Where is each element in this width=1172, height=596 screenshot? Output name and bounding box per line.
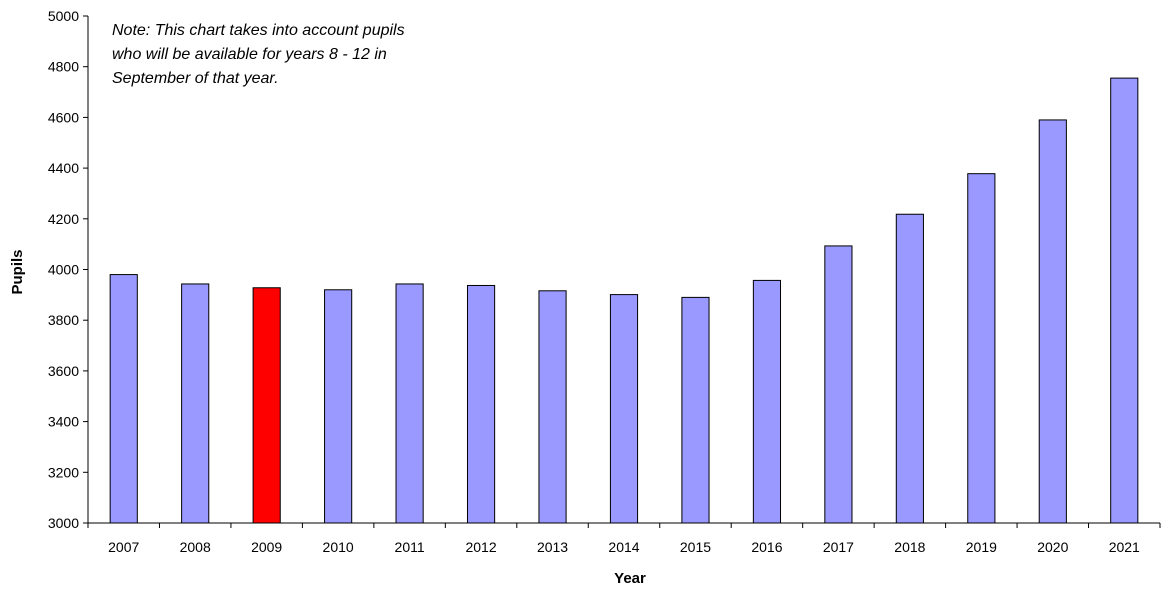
y-axis-ticks: 3000 3200 3400 3600 3800 4000 4200 4400 4600 4800… bbox=[48, 8, 88, 531]
bar-2018 bbox=[895, 213, 924, 524]
bar-2008 bbox=[181, 283, 210, 524]
bar-2021 bbox=[1110, 77, 1139, 524]
y-tick-label: 3800 bbox=[48, 312, 79, 328]
x-tick-label: 2014 bbox=[608, 539, 639, 555]
x-tick-label: 2017 bbox=[823, 539, 854, 555]
annotation-line-3: September of that year. bbox=[112, 70, 279, 87]
bar-2017 bbox=[824, 245, 853, 524]
y-tick-label: 4800 bbox=[48, 59, 79, 75]
annotation-note: Note: This chart takes into account pupi… bbox=[112, 22, 405, 87]
annotation-line-2: who will be available for years 8 - 12 i… bbox=[112, 46, 387, 63]
y-tick-label: 3400 bbox=[48, 414, 79, 430]
x-tick-label: 2021 bbox=[1109, 539, 1140, 555]
bar-2016 bbox=[752, 279, 782, 524]
bar-2019 bbox=[967, 173, 996, 524]
y-tick-label: 4400 bbox=[48, 160, 79, 176]
x-tick-label: 2019 bbox=[966, 539, 997, 555]
x-tick-label: 2012 bbox=[465, 539, 496, 555]
x-tick-label: 2008 bbox=[180, 539, 211, 555]
x-tick-label: 2011 bbox=[395, 539, 425, 555]
y-tick-label: 5000 bbox=[48, 8, 79, 24]
bar-2012 bbox=[466, 284, 496, 524]
bars bbox=[109, 77, 1139, 524]
bar-2010 bbox=[324, 289, 353, 524]
bar-2013 bbox=[538, 290, 567, 524]
y-tick-label: 4200 bbox=[48, 211, 79, 227]
bar-2007 bbox=[109, 274, 138, 524]
bar-2014 bbox=[609, 294, 639, 524]
y-axis-title: Pupils bbox=[9, 249, 26, 294]
x-axis-ticks: 2007 2008 2009 2010 2011 2012 2013 2014 2015 2016… bbox=[87, 523, 1161, 555]
x-tick-label: 2018 bbox=[894, 539, 925, 555]
bar-2020 bbox=[1038, 119, 1067, 524]
bar-2015 bbox=[681, 296, 710, 524]
x-tick-label: 2015 bbox=[680, 539, 711, 555]
x-tick-label: 2010 bbox=[323, 539, 354, 555]
x-tick-label: 2013 bbox=[537, 539, 568, 555]
x-axis-title: Year bbox=[614, 570, 646, 587]
bar-2011 bbox=[395, 283, 424, 524]
y-tick-label: 4000 bbox=[48, 262, 79, 278]
y-tick-label: 3600 bbox=[48, 363, 79, 379]
y-tick-label: 4600 bbox=[48, 109, 79, 125]
x-tick-label: 2020 bbox=[1037, 539, 1068, 555]
y-tick-label: 3200 bbox=[48, 464, 79, 480]
x-tick-label: 2009 bbox=[251, 539, 282, 555]
x-tick-label: 2016 bbox=[751, 539, 782, 555]
annotation-line-1: Note: This chart takes into account pupi… bbox=[112, 22, 405, 39]
y-tick-label: 3000 bbox=[48, 515, 79, 531]
bar-2009 bbox=[252, 287, 281, 524]
x-tick-label: 2007 bbox=[108, 539, 139, 555]
